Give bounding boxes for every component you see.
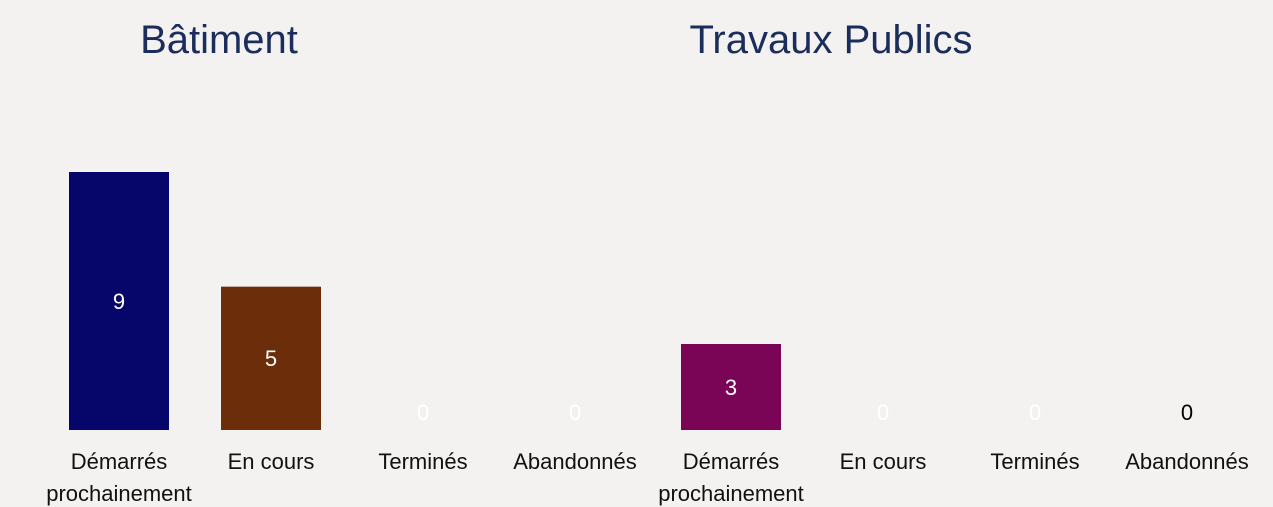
- x-tick-label: Démarrés prochainement: [658, 449, 804, 506]
- data-label: 5: [265, 346, 277, 371]
- data-label: 9: [113, 289, 125, 314]
- data-label: 0: [1029, 400, 1041, 425]
- x-tick-label: En cours: [839, 449, 927, 474]
- bar: [221, 286, 321, 430]
- data-label: 0: [877, 400, 889, 425]
- chart-title: Bâtiment: [140, 18, 298, 62]
- bar: [69, 172, 169, 430]
- x-tick-label: Terminés: [378, 449, 468, 474]
- data-label: 3: [725, 375, 737, 400]
- x-tick-label: Démarrés prochainement: [46, 449, 192, 506]
- x-tick-label: Abandonnés: [513, 449, 637, 474]
- data-label: 0: [569, 400, 581, 425]
- chart-title: Travaux Publics: [689, 18, 973, 62]
- data-label: 0: [417, 400, 429, 425]
- data-label: 0: [1181, 400, 1193, 425]
- x-tick-label: En cours: [227, 449, 315, 474]
- x-tick-label: Abandonnés: [1125, 449, 1249, 474]
- bar: [681, 344, 781, 430]
- x-tick-label: Terminés: [990, 449, 1080, 474]
